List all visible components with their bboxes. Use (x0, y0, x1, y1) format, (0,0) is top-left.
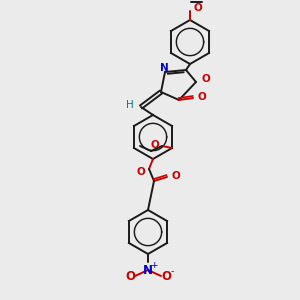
Text: O: O (194, 3, 203, 13)
Text: O: O (150, 140, 159, 150)
Text: H: H (126, 100, 134, 110)
Text: O: O (201, 74, 210, 84)
Text: N: N (160, 63, 168, 73)
Text: O: O (136, 167, 145, 177)
Text: O: O (172, 171, 181, 181)
Text: O: O (161, 271, 171, 284)
Text: O: O (125, 271, 135, 284)
Text: O: O (198, 92, 207, 102)
Text: -: - (170, 266, 174, 276)
Text: N: N (143, 263, 153, 277)
Text: +: + (150, 260, 158, 269)
